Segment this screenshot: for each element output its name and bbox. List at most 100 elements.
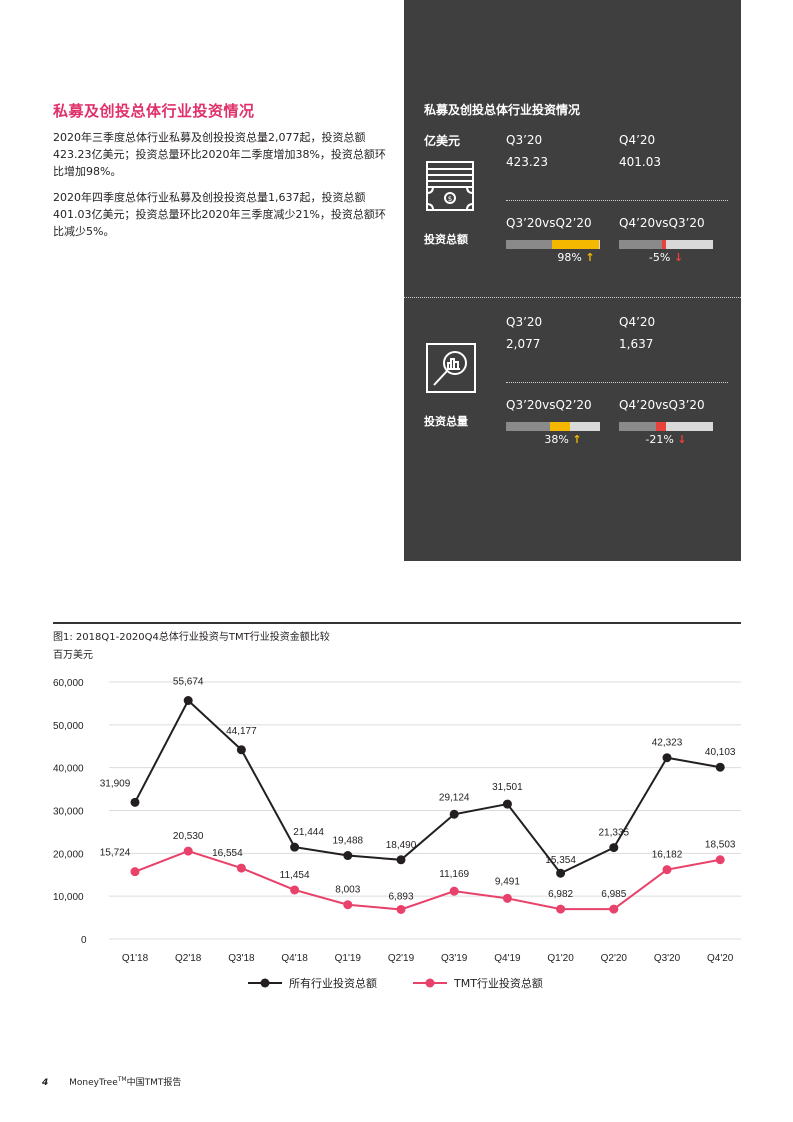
volume-cmp2-pct: -21% ↓: [645, 433, 687, 446]
amount-cmp2-bar: [619, 240, 713, 249]
legend-label: 所有行业投资总额: [289, 976, 377, 990]
arrow-down-icon: ↓: [673, 251, 684, 264]
section-title: 私募及创投总体行业投资情况: [53, 102, 255, 120]
chart-y-unit: 百万美元: [53, 650, 93, 661]
y-tick-label: 10,000: [53, 892, 84, 903]
data-point: [396, 904, 406, 914]
data-label: 11,454: [280, 870, 310, 881]
volume-cmp2-bar: [619, 422, 713, 431]
svg-text:$: $: [448, 195, 452, 203]
data-label: 6,982: [548, 889, 573, 900]
legend-marker: [260, 978, 270, 988]
paragraph-q3: 2020年三季度总体行业私募及创投投资总量2,077起，投资总额423.23亿美…: [53, 131, 386, 178]
amount-q4-label: Q4’20: [619, 133, 656, 147]
data-point: [609, 904, 619, 914]
trademark: TM: [117, 1076, 127, 1083]
x-tick-label: Q3'20: [654, 953, 681, 964]
x-tick-label: Q2'19: [388, 953, 415, 964]
data-point: [290, 842, 300, 852]
data-point: [130, 797, 140, 807]
data-label: 6,893: [388, 891, 413, 902]
data-label: 42,323: [652, 738, 683, 749]
money-bill-icon: $: [425, 160, 475, 216]
x-tick-label: Q1'20: [547, 953, 574, 964]
data-point: [662, 865, 672, 875]
paragraph-q4: 2020年四季度总体行业私募及创投投资总量1,637起，投资总额401.03亿美…: [53, 191, 386, 238]
x-tick-label: Q2'18: [175, 953, 202, 964]
amount-cmp1-bar: [506, 240, 600, 249]
data-label: 21,335: [599, 828, 630, 839]
magnifier-chart-icon: [426, 343, 476, 397]
chart-top-rule: [53, 622, 741, 624]
data-label: 31,501: [492, 782, 523, 793]
chart-title: 图1: 2018Q1-2020Q4总体行业投资与TMT行业投资金额比较: [53, 632, 330, 643]
report-name: MoneyTree: [69, 1078, 118, 1088]
divider-dotted: [506, 382, 728, 383]
data-label: 6,985: [601, 889, 626, 900]
legend-marker: [425, 978, 435, 988]
data-label: 18,503: [705, 840, 736, 851]
data-point: [343, 900, 353, 910]
data-point: [556, 904, 566, 914]
x-tick-label: Q1'18: [122, 953, 149, 964]
x-tick-label: Q3'19: [441, 953, 468, 964]
data-point: [556, 868, 566, 878]
volume-cmp1-label: Q3’20vsQ2’20: [506, 398, 592, 412]
data-label: 9,491: [495, 876, 520, 887]
data-label: 19,488: [333, 836, 364, 847]
line-chart: 0 10,000 20,000 30,000 40,000 50,000 60,000 Q1'…: [53, 677, 741, 990]
volume-cmp1-bar: [506, 422, 600, 431]
data-point: [609, 843, 619, 853]
series-line: [134, 698, 721, 875]
x-tick-label: Q3'18: [228, 953, 255, 964]
page-footer: 4 MoneyTreeTM中国TMT报告: [42, 1075, 181, 1088]
y-tick-label: 50,000: [53, 721, 84, 732]
data-label: 21,444: [293, 827, 324, 838]
y-tick-label: 40,000: [53, 764, 84, 775]
data-label: 16,182: [652, 850, 683, 861]
volume-q4-value: 1,637: [619, 337, 654, 351]
data-point: [183, 846, 193, 856]
amount-q3-value: 423.23: [506, 155, 548, 169]
divider-dotted: [506, 200, 728, 201]
data-label: 55,674: [173, 677, 204, 688]
y-tick-label: 20,000: [53, 849, 84, 860]
data-point: [343, 851, 353, 861]
amount-q3-label: Q3’20: [506, 133, 543, 147]
data-label: 31,909: [100, 778, 131, 789]
data-point: [502, 893, 512, 903]
data-point: [396, 855, 406, 865]
report-suffix: 中国TMT报告: [126, 1078, 182, 1088]
amount-cmp1-label: Q3’20vsQ2’20: [506, 216, 592, 230]
x-tick-label: Q2'20: [601, 953, 628, 964]
unit-label: 亿美元: [424, 134, 461, 148]
volume-q3-value: 2,077: [506, 337, 541, 351]
section-divider: [404, 297, 741, 298]
y-tick-label: 0: [81, 935, 87, 946]
data-point: [449, 886, 459, 896]
page-number: 4: [42, 1078, 49, 1088]
x-tick-label: Q1'19: [335, 953, 362, 964]
data-label: 20,530: [173, 831, 204, 842]
arrow-down-icon: ↓: [677, 433, 687, 446]
summary-section: 私募及创投总体行业投资情况 2020年三季度总体行业私募及创投投资总量2,077…: [53, 100, 393, 249]
data-label: 40,103: [705, 747, 736, 758]
amount-q4-value: 401.03: [619, 155, 661, 169]
arrow-up-icon: ↑: [572, 433, 582, 446]
data-label: 16,554: [212, 848, 243, 859]
legend-label: TMT行业投资总额: [453, 976, 543, 990]
data-point: [290, 885, 300, 895]
y-tick-label: 60,000: [53, 678, 84, 689]
amount-label: 投资总额: [424, 233, 468, 246]
stats-panel: 私募及创投总体行业投资情况 亿美元 $ 投资总额 Q3’20 Q4’20 423…: [404, 0, 741, 561]
data-point: [236, 863, 246, 873]
arrow-up-icon: ↑: [585, 251, 595, 264]
data-label: 11,169: [439, 869, 469, 880]
volume-q3-label: Q3’20: [506, 315, 543, 329]
data-label: 44,177: [226, 726, 257, 737]
data-point: [715, 855, 725, 865]
data-point: [715, 762, 725, 772]
data-label: 15,724: [100, 848, 131, 859]
volume-label: 投资总量: [424, 415, 468, 428]
data-label: 8,003: [335, 885, 360, 896]
